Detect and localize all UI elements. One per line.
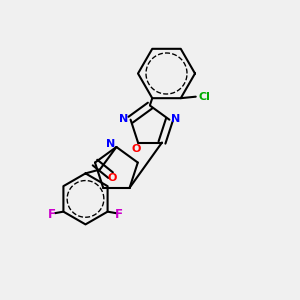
Text: N: N xyxy=(119,114,129,124)
Text: O: O xyxy=(108,173,117,183)
Text: F: F xyxy=(48,208,56,220)
Text: F: F xyxy=(115,208,123,220)
Text: N: N xyxy=(171,114,181,124)
Text: O: O xyxy=(132,143,141,154)
Text: Cl: Cl xyxy=(198,92,210,102)
Text: N: N xyxy=(106,139,115,149)
